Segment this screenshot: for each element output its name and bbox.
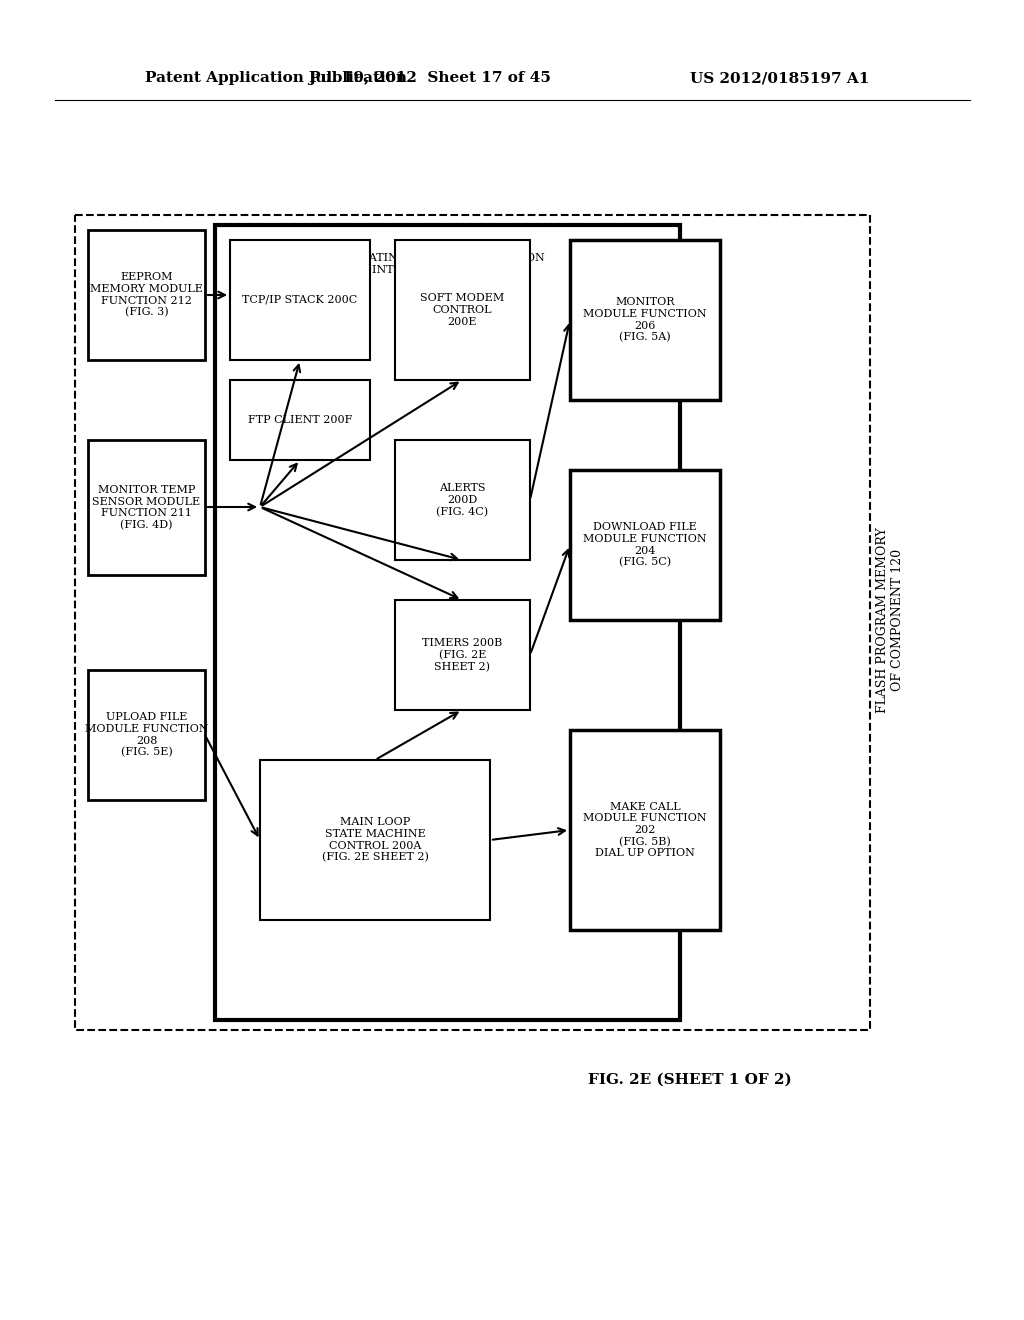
Bar <box>88 230 205 360</box>
Bar <box>570 470 720 620</box>
Bar <box>230 240 370 360</box>
Bar <box>215 224 680 1020</box>
Bar <box>88 671 205 800</box>
Text: FLASH PROGRAM MEMORY
OF COMPONENT 120: FLASH PROGRAM MEMORY OF COMPONENT 120 <box>876 527 904 713</box>
Text: DOWNLOAD FILE
MODULE FUNCTION
204
(FIG. 5C): DOWNLOAD FILE MODULE FUNCTION 204 (FIG. … <box>584 523 707 568</box>
Bar <box>75 215 870 1030</box>
Bar <box>395 440 530 560</box>
Text: MONITOR TEMP
SENSOR MODULE
FUNCTION 211
(FIG. 4D): MONITOR TEMP SENSOR MODULE FUNCTION 211 … <box>92 484 201 531</box>
Text: HEATING SYSTEM APPLICATION
INTERFACE MODULE 200: HEATING SYSTEM APPLICATION INTERFACE MOD… <box>350 253 545 275</box>
Text: EEPROM
MEMORY MODULE
FUNCTION 212
(FIG. 3): EEPROM MEMORY MODULE FUNCTION 212 (FIG. … <box>90 272 203 318</box>
Text: SOFT MODEM
CONTROL
200E: SOFT MODEM CONTROL 200E <box>421 293 505 326</box>
Text: TCP/IP STACK 200C: TCP/IP STACK 200C <box>243 294 357 305</box>
Text: FTP CLIENT 200F: FTP CLIENT 200F <box>248 414 352 425</box>
Text: MONITOR
MODULE FUNCTION
206
(FIG. 5A): MONITOR MODULE FUNCTION 206 (FIG. 5A) <box>584 297 707 343</box>
Text: MAIN LOOP
STATE MACHINE
CONTROL 200A
(FIG. 2E SHEET 2): MAIN LOOP STATE MACHINE CONTROL 200A (FI… <box>322 817 428 862</box>
Text: Jul. 19, 2012  Sheet 17 of 45: Jul. 19, 2012 Sheet 17 of 45 <box>308 71 552 84</box>
Bar <box>395 601 530 710</box>
Bar <box>230 380 370 459</box>
Text: ALERTS
200D
(FIG. 4C): ALERTS 200D (FIG. 4C) <box>436 483 488 517</box>
Bar <box>260 760 490 920</box>
Text: UPLOAD FILE
MODULE FUNCTION
208
(FIG. 5E): UPLOAD FILE MODULE FUNCTION 208 (FIG. 5E… <box>85 713 208 758</box>
Bar <box>570 240 720 400</box>
Bar <box>395 240 530 380</box>
Text: MAKE CALL
MODULE FUNCTION
202
(FIG. 5B)
DIAL UP OPTION: MAKE CALL MODULE FUNCTION 202 (FIG. 5B) … <box>584 801 707 858</box>
Bar <box>88 440 205 576</box>
Text: Patent Application Publication: Patent Application Publication <box>145 71 407 84</box>
Text: US 2012/0185197 A1: US 2012/0185197 A1 <box>690 71 869 84</box>
Text: TIMERS 200B
(FIG. 2E
SHEET 2): TIMERS 200B (FIG. 2E SHEET 2) <box>422 638 503 672</box>
Bar <box>570 730 720 931</box>
Text: FIG. 2E (SHEET 1 OF 2): FIG. 2E (SHEET 1 OF 2) <box>588 1073 792 1086</box>
